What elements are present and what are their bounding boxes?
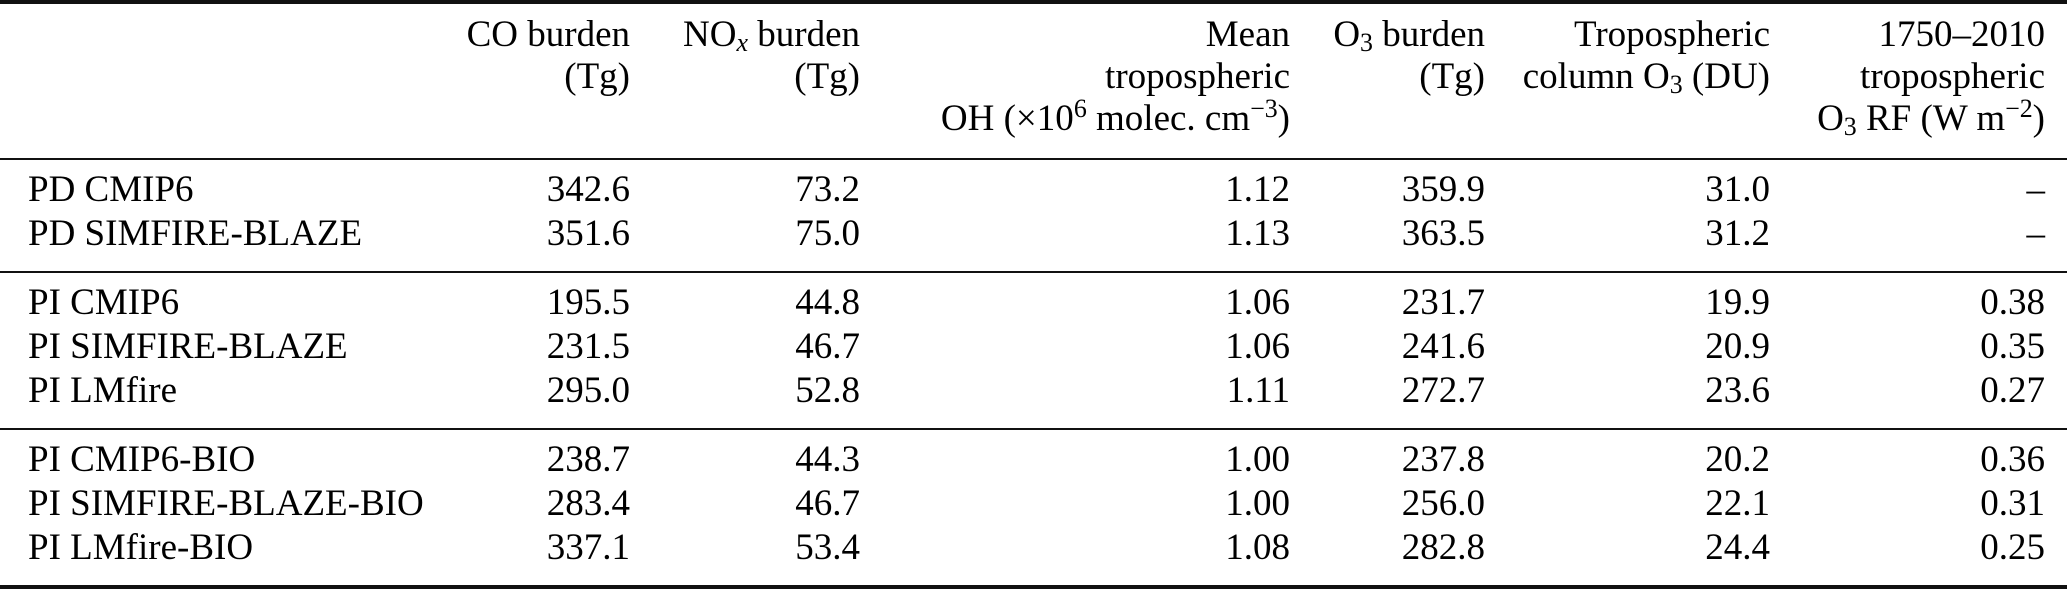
cell-o3-burden: 282.8 (1401, 527, 1485, 568)
cell-trop-column-o3: 31.2 (1705, 213, 1770, 254)
table-row: PI LMfire-BIO 337.1 53.4 1.08 282.8 24.4… (0, 526, 2067, 587)
nox-subscript: x (736, 28, 749, 58)
row-label: PI SIMFIRE-BLAZE (28, 326, 348, 367)
header-tropospheric-column-o3: Tropospheric column O3 (DU) (1485, 2, 1770, 159)
header-co-burden-line1: CO burden (466, 14, 630, 55)
header-oh-units: OH (×106 molec. cm−3) (940, 94, 1290, 139)
cell-co-burden: 238.7 (546, 439, 630, 480)
cell-nox-burden: 46.7 (795, 483, 860, 524)
header-o3-burden-line1: O3 burden (1333, 14, 1485, 58)
header-o3-rf: 1750–2010 tropospheric O3 RF (W m−2) (1770, 2, 2067, 159)
header-experiment (0, 2, 430, 159)
rf-o3-subscript: 3 (1843, 112, 1857, 142)
table-row: PI CMIP6-BIO 238.7 44.3 1.00 237.8 20.2 … (0, 429, 2067, 482)
cell-mean-oh: 1.00 (1225, 439, 1290, 480)
cell-trop-column-o3: 23.6 (1705, 370, 1770, 411)
cell-nox-burden: 44.3 (795, 439, 860, 480)
header-trop-col-line2: column O3 (DU) (1522, 56, 1770, 100)
row-label: PI SIMFIRE-BLAZE-BIO (28, 483, 424, 524)
cell-o3-burden: 363.5 (1401, 213, 1485, 254)
table-row: PI SIMFIRE-BLAZE 231.5 46.7 1.06 241.6 2… (0, 325, 2067, 369)
cell-trop-column-o3: 20.2 (1705, 439, 1770, 480)
row-label: PI LMfire-BIO (28, 527, 254, 568)
cell-co-burden: 351.6 (546, 213, 630, 254)
cell-o3-rf: 0.35 (1980, 326, 2045, 367)
cell-o3-burden: 272.7 (1401, 370, 1485, 411)
row-label: PD CMIP6 (28, 169, 194, 210)
row-label: PD SIMFIRE-BLAZE (28, 213, 363, 254)
cell-mean-oh: 1.06 (1225, 326, 1290, 367)
header-o3-burden-units: (Tg) (1419, 56, 1485, 97)
group-present-day: PD CMIP6 342.6 73.2 1.12 359.9 31.0 – PD… (0, 159, 2067, 272)
header-oh-line2: tropospheric (1105, 56, 1290, 97)
header-mean-tropospheric-oh: Mean tropospheric OH (×106 molec. cm−3) (860, 2, 1290, 159)
table-row: PI CMIP6 195.5 44.8 1.06 231.7 19.9 0.38 (0, 272, 2067, 325)
cell-co-burden: 195.5 (546, 282, 630, 323)
cell-mean-oh: 1.13 (1225, 213, 1290, 254)
cell-mean-oh: 1.08 (1225, 527, 1290, 568)
header-o3-burden: O3 burden (Tg) (1290, 2, 1485, 159)
cell-o3-rf: 0.27 (1980, 370, 2045, 411)
cell-o3-rf: 0.25 (1980, 527, 2045, 568)
cell-trop-column-o3: 20.9 (1705, 326, 1770, 367)
header-nox-burden-units: (Tg) (794, 56, 860, 97)
cell-co-burden: 231.5 (546, 326, 630, 367)
column-o3-subscript: 3 (1669, 70, 1683, 100)
cell-mean-oh: 1.11 (1226, 370, 1290, 411)
cm-exponent: −3 (1250, 94, 1278, 124)
cell-co-burden: 342.6 (546, 169, 630, 210)
cell-trop-column-o3: 22.1 (1705, 483, 1770, 524)
header-nox-burden-line1: NOx burden (683, 14, 860, 58)
row-label: PI LMfire (28, 370, 177, 411)
cell-trop-column-o3: 24.4 (1705, 527, 1770, 568)
cell-mean-oh: 1.06 (1225, 282, 1290, 323)
cell-nox-burden: 75.0 (795, 213, 860, 254)
header-trop-col-line1: Tropospheric (1574, 14, 1770, 55)
group-preindustrial: PI CMIP6 195.5 44.8 1.06 231.7 19.9 0.38… (0, 272, 2067, 429)
cell-o3-burden: 256.0 (1401, 483, 1485, 524)
row-label: PI CMIP6-BIO (28, 439, 256, 480)
cell-mean-oh: 1.00 (1225, 483, 1290, 524)
cell-o3-burden: 359.9 (1401, 169, 1485, 210)
table-row: PI SIMFIRE-BLAZE-BIO 283.4 46.7 1.00 256… (0, 482, 2067, 526)
cell-o3-burden: 241.6 (1401, 326, 1485, 367)
cell-o3-rf: – (2026, 169, 2046, 210)
oh-exponent: 6 (1073, 94, 1087, 124)
row-label: PI CMIP6 (28, 282, 180, 323)
wm-exponent: −2 (2005, 94, 2033, 124)
cell-trop-column-o3: 31.0 (1705, 169, 1770, 210)
cell-trop-column-o3: 19.9 (1705, 282, 1770, 323)
cell-nox-burden: 46.7 (795, 326, 860, 367)
cell-nox-burden: 53.4 (795, 527, 860, 568)
header-rf-line2: tropospheric (1860, 56, 2045, 97)
o3-subscript: 3 (1360, 28, 1373, 58)
header-co-burden-units: (Tg) (564, 56, 630, 97)
header-nox-burden: NOx burden (Tg) (630, 2, 860, 159)
cell-co-burden: 283.4 (546, 483, 630, 524)
table-header: CO burden (Tg) NOx burden (Tg) Mean trop… (0, 2, 2067, 159)
cell-mean-oh: 1.12 (1225, 169, 1290, 210)
cell-nox-burden: 52.8 (795, 370, 860, 411)
cell-o3-burden: 237.8 (1401, 439, 1485, 480)
header-co-burden: CO burden (Tg) (430, 2, 630, 159)
cell-o3-rf: 0.36 (1980, 439, 2045, 480)
header-rf-line1: 1750–2010 (1878, 14, 2046, 55)
table-row: PD SIMFIRE-BLAZE 351.6 75.0 1.13 363.5 3… (0, 212, 2067, 272)
cell-nox-burden: 73.2 (795, 169, 860, 210)
group-preindustrial-bio: PI CMIP6-BIO 238.7 44.3 1.00 237.8 20.2 … (0, 429, 2067, 587)
table-row: PI LMfire 295.0 52.8 1.11 272.7 23.6 0.2… (0, 369, 2067, 429)
cell-o3-burden: 231.7 (1401, 282, 1485, 323)
header-oh-line1: Mean (1205, 14, 1290, 55)
cell-co-burden: 337.1 (546, 527, 630, 568)
cell-o3-rf: 0.38 (1980, 282, 2045, 323)
cell-nox-burden: 44.8 (795, 282, 860, 323)
header-rf-units: O3 RF (W m−2) (1817, 94, 2045, 142)
cell-o3-rf: 0.31 (1980, 483, 2045, 524)
header-row: CO burden (Tg) NOx burden (Tg) Mean trop… (0, 2, 2067, 159)
cell-o3-rf: – (2026, 213, 2046, 254)
table-row: PD CMIP6 342.6 73.2 1.12 359.9 31.0 – (0, 159, 2067, 212)
cell-co-burden: 295.0 (546, 370, 630, 411)
